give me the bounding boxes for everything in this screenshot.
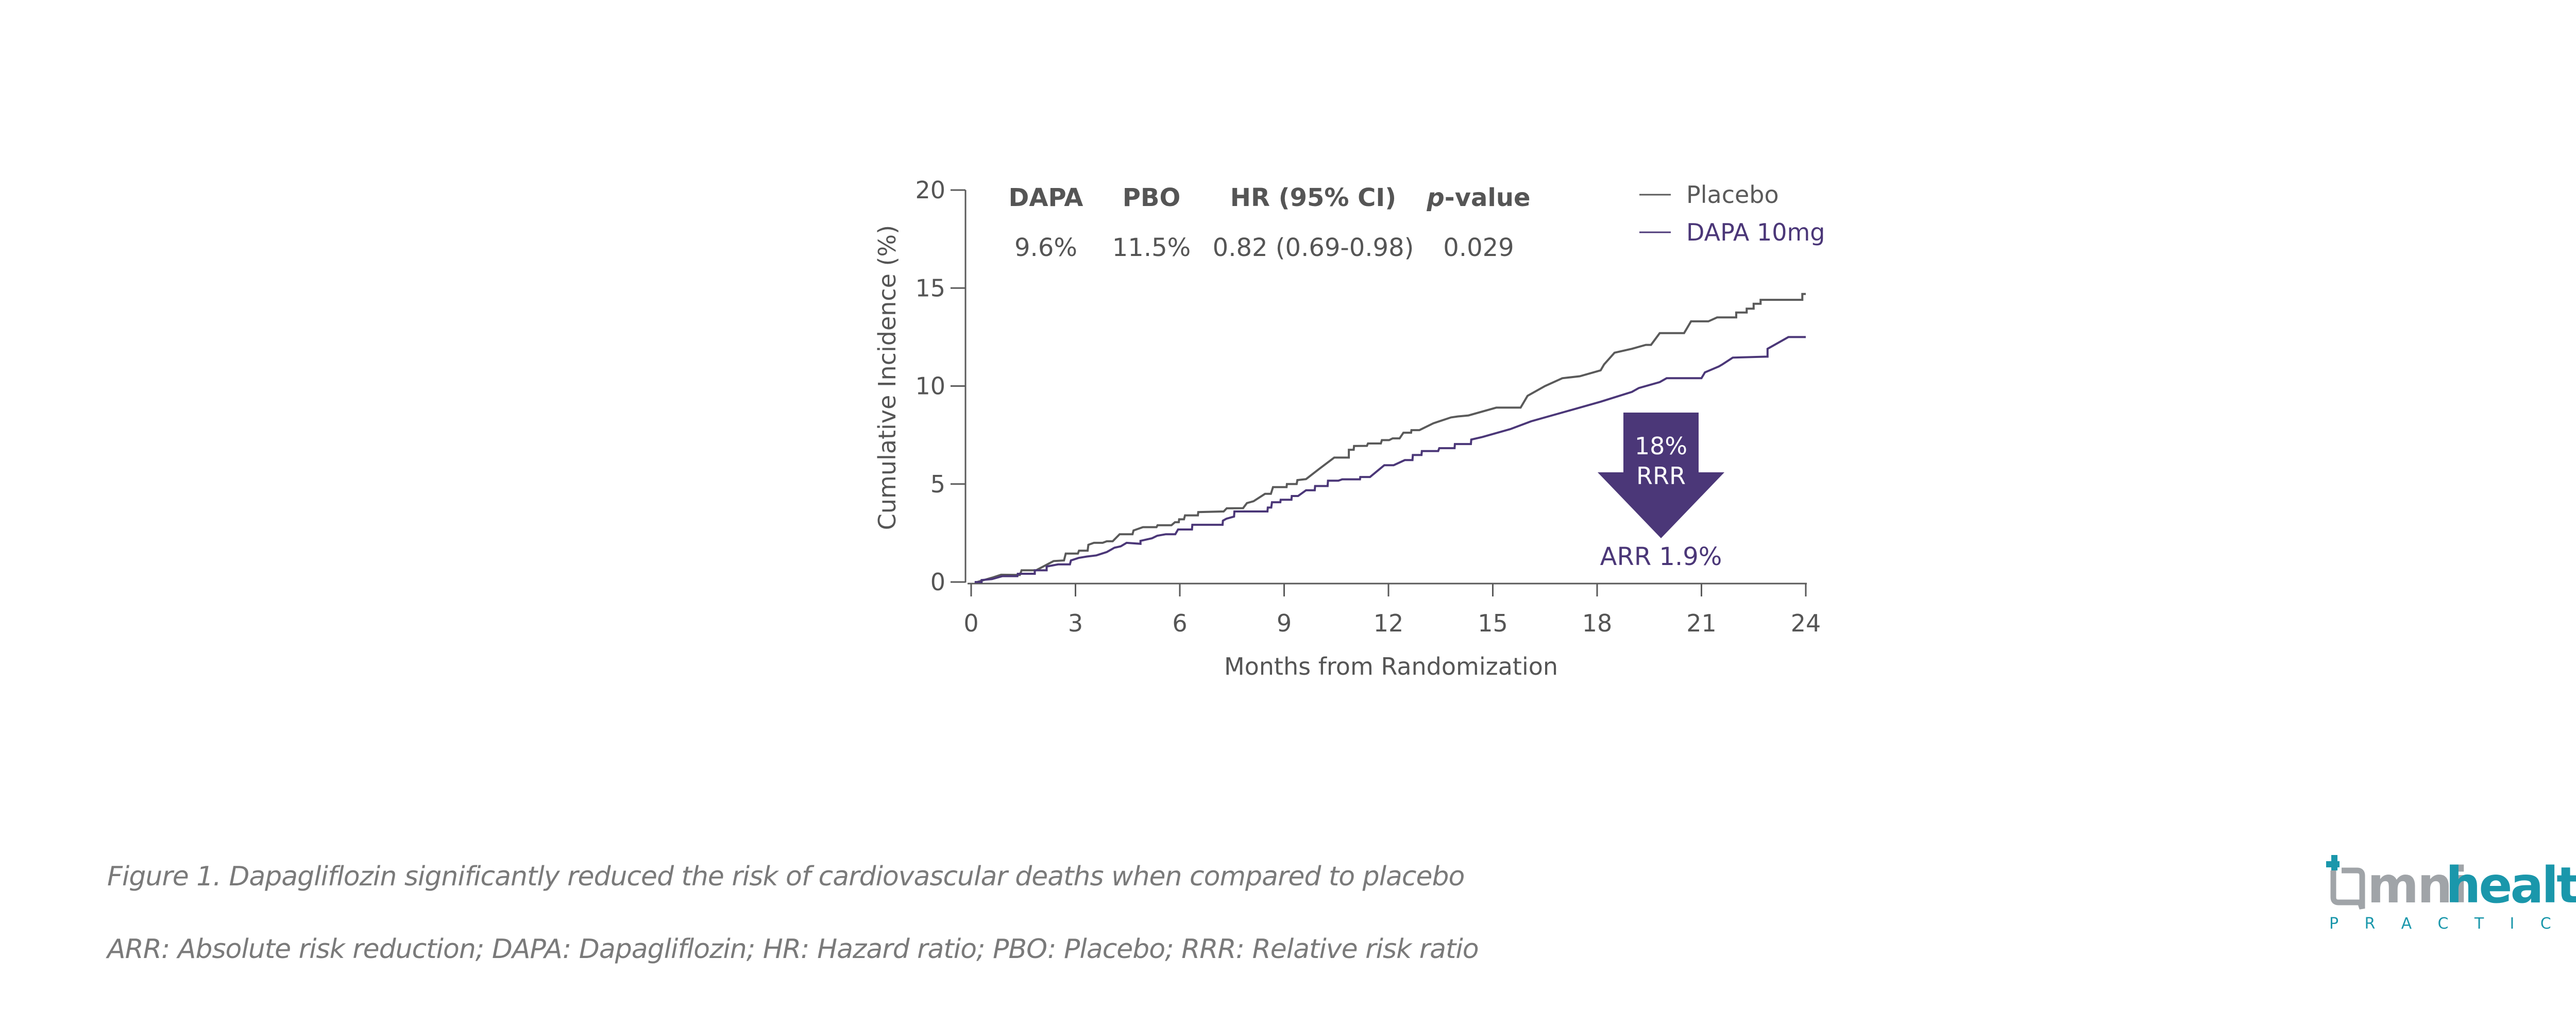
abbreviations-note: ARR: Absolute risk reduction; DAPA: Dapa… xyxy=(107,934,1479,965)
table-header-hr: HR (95% CI) xyxy=(1230,183,1396,212)
y-tick-label: 20 xyxy=(915,176,945,204)
arr-label: ARR 1.9% xyxy=(1600,542,1722,571)
rrr-annotation: 18% RRR ARR 1.9% xyxy=(1598,413,1724,571)
logo-word-health: health xyxy=(2446,857,2576,914)
series-line-placebo xyxy=(976,293,1806,583)
table-header-pvalue: p-value xyxy=(1426,183,1530,212)
x-tick-label: 18 xyxy=(1582,609,1613,637)
table-header-dapa: DAPA xyxy=(1009,183,1083,212)
table-header-pbo: PBO xyxy=(1123,183,1181,212)
x-tick-label: 21 xyxy=(1686,609,1717,637)
x-tick-label: 6 xyxy=(1172,609,1187,637)
series-line-dapa-10mg xyxy=(974,336,1806,583)
table-value-hr: 0.82 (0.69-0.98) xyxy=(1213,233,1414,262)
omnihealth-practice-logo: mni health P R A C T I C E xyxy=(2326,855,2576,932)
logo-mark-icon xyxy=(2326,855,2365,910)
x-ticks: 0 3 6 9 12 15 18 21 24 xyxy=(963,584,1821,637)
x-tick-label: 12 xyxy=(1374,609,1404,637)
x-axis-title: Months from Randomization xyxy=(1224,653,1558,680)
table-value-pvalue: 0.029 xyxy=(1443,233,1514,262)
y-tick-label: 0 xyxy=(930,568,945,596)
x-tick-label: 9 xyxy=(1277,609,1292,637)
y-axis-title: Cumulative Incidence (%) xyxy=(873,225,901,530)
x-tick-label: 3 xyxy=(1068,609,1083,637)
rrr-label: RRR xyxy=(1636,462,1686,490)
legend: Placebo DAPA 10mg xyxy=(1639,181,1825,246)
y-tick-label: 15 xyxy=(915,274,945,302)
p-italic: p xyxy=(1426,183,1444,212)
logo-word-mni: mni xyxy=(2367,857,2466,914)
x-tick-label: 15 xyxy=(1478,609,1508,637)
y-ticks: 0 5 10 15 20 xyxy=(915,176,965,596)
logo-subtitle: P R A C T I C E xyxy=(2329,915,2576,932)
figure-caption: Figure 1. Dapagliflozin significantly re… xyxy=(107,861,1465,892)
y-tick-label: 5 xyxy=(930,470,945,498)
x-tick-label: 0 xyxy=(963,609,978,637)
rrr-percent-label: 18% xyxy=(1635,432,1687,460)
legend-label-dapa: DAPA 10mg xyxy=(1686,218,1825,246)
table-value-pbo: 11.5% xyxy=(1112,233,1191,262)
y-tick-label: 10 xyxy=(915,372,945,400)
pvalue-suffix: -value xyxy=(1445,183,1531,212)
table-value-dapa: 9.6% xyxy=(1014,233,1077,262)
legend-label-placebo: Placebo xyxy=(1686,181,1779,209)
down-arrow-icon xyxy=(1598,413,1724,538)
x-tick-label: 24 xyxy=(1791,609,1821,637)
stats-table: DAPA PBO HR (95% CI) p-value 9.6% 11.5% … xyxy=(1009,183,1531,262)
series-layer xyxy=(974,293,1806,583)
